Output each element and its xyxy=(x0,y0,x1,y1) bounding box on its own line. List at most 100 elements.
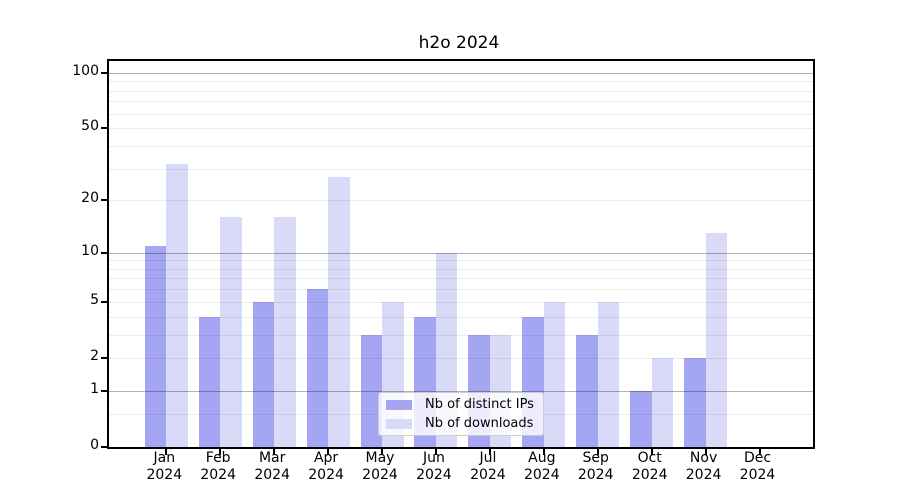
x-tick-mark-may xyxy=(381,449,383,455)
gridline-minor-20 xyxy=(109,200,813,202)
gridline-minor-6 xyxy=(109,289,813,291)
y-tick-mark-100 xyxy=(101,71,107,74)
gridline-major-1 xyxy=(109,390,813,392)
bar-distinct-ips-feb xyxy=(198,316,221,447)
y-tick-mark-0 xyxy=(101,446,107,448)
x-tick-month: Jul xyxy=(479,450,497,466)
x-tick-year: 2024 xyxy=(146,466,183,483)
gridline-minor-8 xyxy=(109,268,813,270)
bar-distinct-ips-oct xyxy=(630,390,652,447)
x-tick-year: 2024 xyxy=(200,466,236,483)
x-tick-year: 2024 xyxy=(523,466,560,483)
x-tick-year: 2024 xyxy=(416,466,452,483)
bar-downloads-nov xyxy=(705,233,728,447)
x-tick-month: Apr xyxy=(313,450,339,466)
bar-distinct-ips-sep xyxy=(576,334,598,447)
y-tick-mark-1 xyxy=(101,389,107,392)
x-tick-mark-oct xyxy=(650,449,653,455)
x-tick-month: Sep xyxy=(582,450,609,466)
gridline-minor-70 xyxy=(109,101,813,103)
x-tick-mark-feb xyxy=(219,449,222,455)
bar-distinct-ips-nov xyxy=(684,357,706,447)
legend-label-distinct-ips: Nb of distinct IPs xyxy=(425,397,534,412)
x-tick-label-may: May 2024 xyxy=(348,450,412,483)
x-tick-year: 2024 xyxy=(470,466,506,483)
x-tick-label-sep: Sep 2024 xyxy=(564,450,628,483)
x-tick-month: Dec xyxy=(743,450,772,466)
gridline-minor-7 xyxy=(109,278,813,280)
y-tick-mark-10 xyxy=(101,251,107,254)
x-tick-label-aug: Aug 2024 xyxy=(510,450,574,483)
gridline-minor-9 xyxy=(109,260,813,262)
plot-area xyxy=(101,59,815,455)
legend-label-downloads: Nb of downloads xyxy=(425,416,534,431)
legend-swatch-distinct-ips xyxy=(386,399,412,410)
x-tick-year: 2024 xyxy=(308,466,344,483)
y-tick-label-10: 10 xyxy=(81,242,99,259)
legend-swatch-downloads xyxy=(386,418,412,429)
x-tick-year: 2024 xyxy=(685,466,722,483)
x-tick-mark-aug xyxy=(542,449,545,455)
x-tick-label-jan: Jan 2024 xyxy=(132,450,196,483)
y-tick-label-50: 50 xyxy=(81,118,99,135)
x-tick-mark-apr xyxy=(327,449,330,455)
gridline-minor-4 xyxy=(109,316,813,318)
x-tick-month: Mar xyxy=(258,450,286,466)
x-tick-label-jun: Jun 2024 xyxy=(402,450,466,483)
bar-downloads-oct xyxy=(651,357,674,447)
x-tick-year: 2024 xyxy=(254,466,290,483)
y-tick-label-2: 2 xyxy=(90,347,99,364)
bar-downloads-aug xyxy=(543,301,566,447)
gridline-minor-80 xyxy=(109,90,813,92)
x-tick-month: Jun xyxy=(422,450,445,466)
bar-downloads-jan xyxy=(166,163,188,447)
x-tick-year: 2024 xyxy=(577,466,614,483)
bar-distinct-ips-may xyxy=(360,334,383,447)
gridline-minor-50 xyxy=(109,128,813,130)
gridline-major-100 xyxy=(109,72,813,74)
x-tick-label-oct: Oct 2024 xyxy=(618,450,682,483)
bar-distinct-ips-mar xyxy=(252,301,275,447)
legend: Nb of distinct IPs Nb of downloads xyxy=(378,392,544,436)
bar-downloads-mar xyxy=(274,217,296,447)
x-tick-mark-jul xyxy=(488,449,491,455)
x-tick-month: Nov xyxy=(689,450,718,466)
gridline-minor-5 xyxy=(109,301,813,303)
x-tick-label-mar: Mar 2024 xyxy=(240,450,304,483)
x-tick-mark-nov xyxy=(704,449,707,455)
y-tick-label-1: 1 xyxy=(90,380,99,397)
y-tick-label-20: 20 xyxy=(81,190,99,207)
bar-distinct-ips-jan xyxy=(144,245,167,447)
x-tick-mark-sep xyxy=(596,449,599,455)
bar-downloads-feb xyxy=(220,217,242,447)
x-tick-mark-dec xyxy=(758,449,761,455)
x-tick-mark-jan xyxy=(165,449,168,455)
bar-distinct-ips-apr xyxy=(306,289,329,447)
x-tick-month: May xyxy=(365,450,395,466)
gridline-minor-30 xyxy=(109,168,813,170)
x-tick-label-apr: Apr 2024 xyxy=(294,450,358,483)
x-tick-year: 2024 xyxy=(739,466,776,483)
x-tick-mark-jun xyxy=(434,449,437,455)
gridline-minor-40 xyxy=(109,145,813,147)
y-tick-label-5: 5 xyxy=(90,291,99,308)
x-tick-month: Oct xyxy=(637,450,662,466)
y-tick-label-100: 100 xyxy=(72,62,99,79)
gridline-minor-60 xyxy=(109,113,813,115)
x-tick-year: 2024 xyxy=(362,466,398,483)
bar-downloads-sep xyxy=(597,301,620,447)
legend-item-downloads: Nb of downloads xyxy=(386,416,535,431)
x-tick-mark-mar xyxy=(273,449,276,455)
chart-title: h2o 2024 xyxy=(418,33,500,53)
gridline-minor-90 xyxy=(109,81,813,83)
x-tick-month: Feb xyxy=(205,450,231,466)
y-tick-mark-2 xyxy=(101,356,107,359)
gridline-minor-3 xyxy=(109,334,813,336)
x-tick-month: Aug xyxy=(528,450,556,466)
x-tick-year: 2024 xyxy=(631,466,668,483)
x-tick-label-feb: Feb 2024 xyxy=(186,450,250,483)
y-tick-label-0: 0 xyxy=(90,437,99,453)
x-tick-month: Jan xyxy=(153,450,176,466)
y-tick-mark-5 xyxy=(101,300,107,303)
